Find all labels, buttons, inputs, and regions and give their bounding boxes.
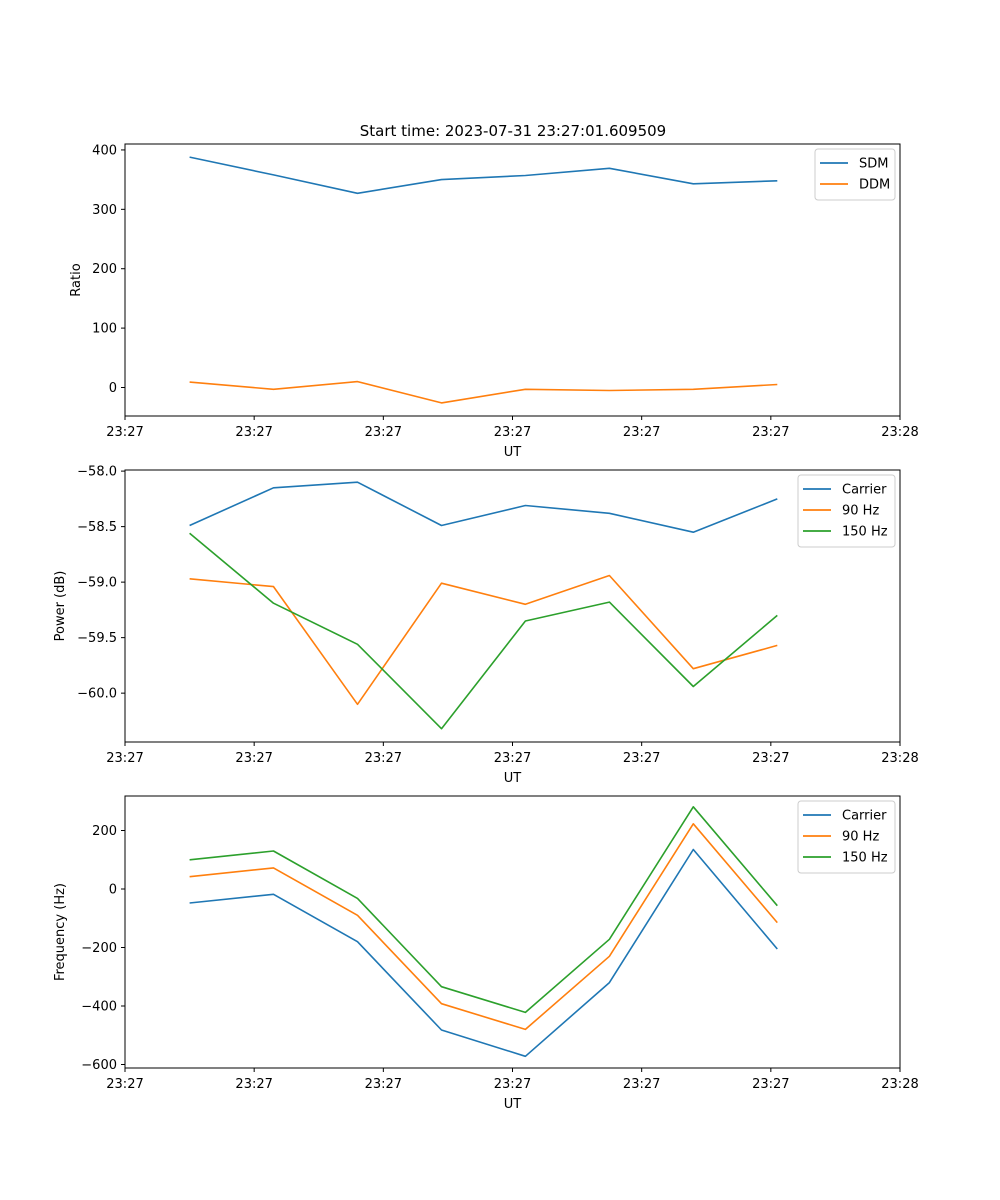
y-tick-label: −58.0 — [77, 465, 117, 480]
series-line-sdm — [189, 156, 778, 195]
y-tick-label: 0 — [109, 381, 117, 396]
legend-label: DDM — [859, 178, 890, 193]
y-tick-label: −59.5 — [77, 631, 117, 646]
panel-2: −58.0 −58.5 −59.0 −59.5 −60.0 23:27 23:27 23:27… — [53, 465, 919, 786]
legend: Carrier 90 Hz 150 Hz — [797, 474, 896, 548]
x-tick-label: 23:27 — [752, 1077, 789, 1092]
x-tick-label: 23:27 — [235, 425, 272, 440]
series-line-150-hz — [189, 805, 778, 1014]
panel-3: 200 0 −200 −400 −600 23:27 23:27 23:27 23:27 23:2… — [53, 795, 919, 1112]
y-tick-label: −59.0 — [77, 576, 117, 591]
y-tick-label: −200 — [81, 941, 117, 956]
y-tick-label: −400 — [81, 999, 117, 1014]
legend-box — [814, 148, 896, 201]
x-tick-label: 23:27 — [106, 1077, 143, 1092]
x-tick-label: 23:27 — [365, 425, 402, 440]
legend: SDM DDM — [814, 148, 896, 201]
y-axis-label: Ratio — [69, 263, 84, 296]
x-tick-label: 23:27 — [752, 751, 789, 766]
legend: Carrier 90 Hz 150 Hz — [797, 800, 896, 874]
legend-label: 90 Hz — [842, 830, 879, 845]
x-tick-label: 23:27 — [365, 751, 402, 766]
series-line-ddm — [189, 380, 778, 404]
y-axis-label: Power (dB) — [53, 571, 68, 642]
y-tick-label: 200 — [92, 262, 117, 277]
series-line-carrier — [189, 481, 778, 534]
x-tick-label: 23:27 — [623, 1077, 660, 1092]
x-axis-label: UT — [504, 445, 522, 460]
figure-title: Start time: 2023-07-31 23:27:01.609509 — [360, 122, 666, 140]
y-tick-label: −58.5 — [77, 520, 117, 535]
x-tick-label: 23:27 — [494, 751, 531, 766]
x-tick-label: 23:27 — [494, 425, 531, 440]
legend-label: Carrier — [842, 809, 887, 824]
y-tick-label: −600 — [81, 1058, 117, 1073]
legend-label: 150 Hz — [842, 851, 888, 866]
x-tick-label: 23:27 — [106, 425, 143, 440]
x-tick-label: 23:27 — [235, 751, 272, 766]
series-line-150-hz — [189, 532, 778, 730]
y-tick-label: 300 — [92, 203, 117, 218]
legend-label: 90 Hz — [842, 504, 879, 519]
legend-label: SDM — [859, 157, 888, 172]
y-tick-label: 200 — [92, 824, 117, 839]
y-tick-label: 100 — [92, 322, 117, 337]
legend-label: Carrier — [842, 483, 887, 498]
series-line-carrier — [189, 848, 778, 1058]
y-axis-label: Frequency (Hz) — [53, 883, 68, 981]
x-tick-label: 23:27 — [365, 1077, 402, 1092]
series-line-90-hz — [189, 822, 778, 1031]
y-tick-label: 0 — [109, 883, 117, 898]
x-tick-label: 23:28 — [881, 425, 918, 440]
panel-1: 0 100 200 300 400 23:27 23:27 23:27 23:27 23:27 23… — [69, 143, 919, 460]
x-tick-label: 23:27 — [623, 425, 660, 440]
x-tick-label: 23:28 — [881, 751, 918, 766]
legend-label: 150 Hz — [842, 525, 888, 540]
legend-box — [797, 800, 896, 874]
legend-box — [797, 474, 896, 548]
x-axis-label: UT — [504, 1097, 522, 1112]
x-tick-label: 23:27 — [752, 425, 789, 440]
y-tick-label: 400 — [92, 143, 117, 158]
y-tick-label: −60.0 — [77, 687, 117, 702]
x-tick-label: 23:27 — [106, 751, 143, 766]
x-tick-label: 23:27 — [235, 1077, 272, 1092]
x-tick-label: 23:27 — [623, 751, 660, 766]
x-tick-label: 23:27 — [494, 1077, 531, 1092]
x-axis-label: UT — [504, 771, 522, 786]
x-tick-label: 23:28 — [881, 1077, 918, 1092]
series-line-90-hz — [189, 574, 778, 706]
chart-panels: 0 100 200 300 400 23:27 23:27 23:27 23:27 23:27 23… — [53, 143, 919, 1112]
